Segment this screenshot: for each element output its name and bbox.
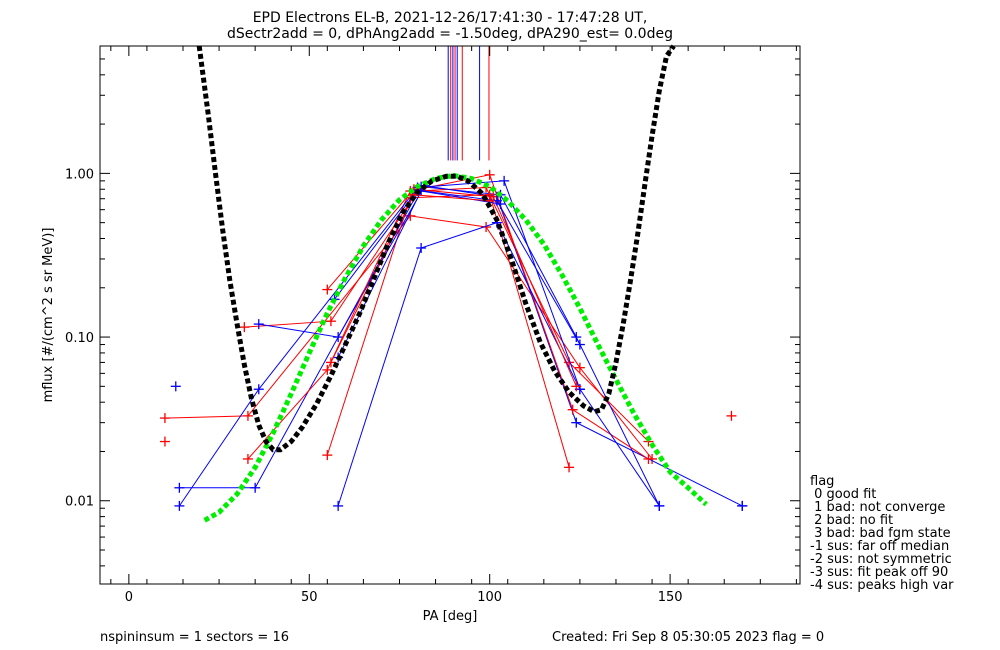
x-tick-label-0: 0 bbox=[125, 590, 133, 605]
data-point-3-0 bbox=[253, 319, 264, 330]
data-point-11-0 bbox=[325, 357, 336, 368]
data-point-10-2 bbox=[495, 198, 506, 209]
data-point-0-0 bbox=[159, 413, 170, 424]
plot-frame bbox=[99, 45, 801, 585]
data-point-2-1 bbox=[325, 316, 336, 327]
legend-item: -1 sus: far off median bbox=[810, 539, 949, 554]
data-point-1-4 bbox=[571, 332, 582, 343]
y-tick-label-1: 0.10 bbox=[65, 331, 94, 346]
data-point-8-3 bbox=[571, 381, 582, 392]
plot-area bbox=[159, 44, 748, 523]
x-axis-label: PA [deg] bbox=[423, 609, 478, 624]
data-point-4-3 bbox=[484, 169, 495, 180]
marker-point-0 bbox=[159, 436, 170, 447]
footer-right: Created: Fri Sep 8 05:30:05 2023 flag = … bbox=[552, 630, 824, 645]
marker-point-3 bbox=[737, 500, 748, 511]
series-line-8 bbox=[326, 188, 577, 387]
series-line-5 bbox=[178, 180, 660, 507]
series-line-4 bbox=[247, 174, 649, 460]
series-line-1 bbox=[179, 186, 660, 507]
series-line-6 bbox=[326, 194, 570, 468]
x-tick-label-2: 100 bbox=[477, 590, 502, 605]
series-line-7 bbox=[337, 221, 581, 507]
series-line-9 bbox=[334, 189, 581, 345]
data-point-5-3 bbox=[499, 175, 510, 186]
data-point-1-1 bbox=[250, 482, 261, 493]
data-point-6-3 bbox=[564, 462, 575, 473]
data-point-2-0 bbox=[239, 322, 250, 333]
footer-left: nspininsum = 1 sectors = 16 bbox=[100, 630, 289, 645]
series-line-3 bbox=[258, 185, 743, 507]
data-point-9-3 bbox=[574, 339, 585, 350]
x-tick-label-3: 150 bbox=[658, 590, 683, 605]
data-point-3-4 bbox=[571, 417, 582, 428]
data-point-8-0 bbox=[322, 284, 333, 295]
chart-title: EPD Electrons EL-B, 2021-12-26/17:41:30 … bbox=[253, 10, 648, 26]
series-line-0 bbox=[164, 215, 653, 460]
data-point-3-1 bbox=[333, 332, 344, 343]
flag-legend: flag 0 good fit 1 bad: not converge 2 ba… bbox=[810, 474, 954, 593]
chart-subtitle: dSectr2add = 0, dPhAng2add = -1.50deg, d… bbox=[227, 26, 673, 42]
data-point-0-1 bbox=[242, 410, 253, 421]
legend-item: 1 bad: not converge bbox=[810, 500, 945, 515]
data-point-5-1 bbox=[253, 384, 264, 395]
legend-item: 3 bad: bad fgm state bbox=[810, 526, 951, 541]
series-line-2 bbox=[244, 186, 649, 442]
legend-item: -3 sus: fit peak off 90 bbox=[810, 565, 948, 580]
fit-curve-green bbox=[203, 172, 708, 523]
y-tick-label-0: 0.01 bbox=[65, 495, 94, 510]
data-point-4-1 bbox=[322, 364, 333, 375]
data-point-7-0 bbox=[333, 500, 344, 511]
fit-curve-black bbox=[196, 44, 676, 453]
legend-item: 2 bad: no fit bbox=[810, 513, 893, 528]
legend-title: flag bbox=[810, 474, 834, 489]
data-point-6-0 bbox=[322, 450, 333, 461]
legend-item: -2 sus: not symmetric bbox=[810, 552, 952, 567]
data-point-4-5 bbox=[643, 453, 654, 464]
data-point-5-5 bbox=[654, 500, 665, 511]
data-point-0-4 bbox=[574, 362, 585, 373]
data-point-4-4 bbox=[567, 404, 578, 415]
marker-point-1 bbox=[170, 381, 181, 392]
y-axis-label: mflux [#/(cm^2 s sr MeV)] bbox=[41, 228, 56, 403]
legend-item: -4 sus: peaks high var bbox=[810, 578, 954, 593]
data-point-5-0 bbox=[174, 500, 185, 511]
marker-point-2 bbox=[726, 410, 737, 421]
data-point-7-1 bbox=[416, 243, 427, 254]
legend-item: 0 good fit bbox=[810, 487, 876, 502]
data-point-1-0 bbox=[174, 482, 185, 493]
x-tick-label-1: 50 bbox=[301, 590, 318, 605]
data-point-4-0 bbox=[242, 453, 253, 464]
y-tick-label-2: 1.00 bbox=[65, 167, 94, 182]
